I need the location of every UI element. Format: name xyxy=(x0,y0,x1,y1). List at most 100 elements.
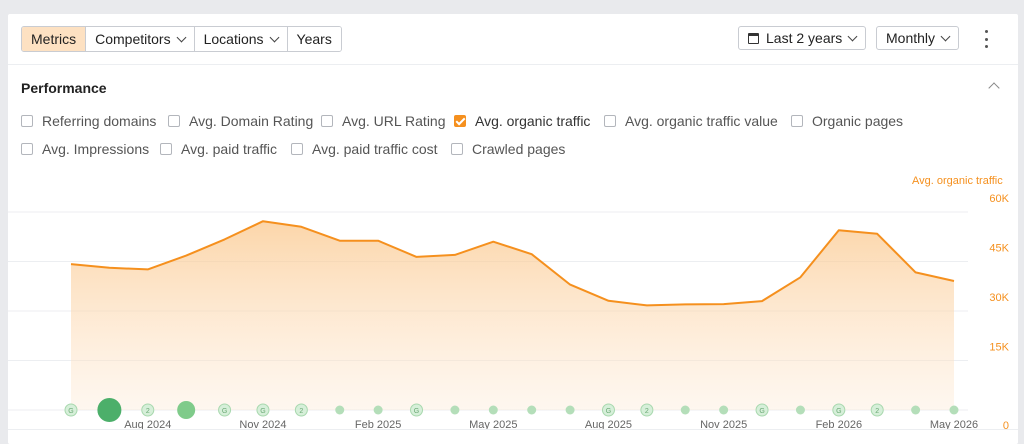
metric-label: Avg. Domain Rating xyxy=(189,113,314,129)
annotation-marker xyxy=(97,398,122,422)
y-tick-label: 0 xyxy=(1003,420,1009,429)
checkbox-icon[interactable] xyxy=(160,143,172,155)
checkbox-icon[interactable] xyxy=(791,115,803,127)
x-tick-label: Nov 2025 xyxy=(700,419,747,429)
checkbox-checked-icon[interactable] xyxy=(454,115,466,127)
metric-checkbox[interactable]: Organic pages xyxy=(791,113,903,129)
y-tick-label: 30K xyxy=(989,292,1009,304)
chevron-down-icon xyxy=(847,31,858,41)
series-axis-label: Avg. organic traffic xyxy=(912,175,1003,187)
metric-checkbox[interactable]: Crawled pages xyxy=(451,141,565,157)
checkbox-icon[interactable] xyxy=(168,115,180,127)
annotation-marker xyxy=(488,405,498,415)
x-tick-label: Feb 2025 xyxy=(355,419,401,429)
annotation-marker xyxy=(450,405,460,415)
annotation-marker xyxy=(218,403,232,417)
calendar-icon xyxy=(748,32,759,44)
annotation-marker-label: G xyxy=(606,408,611,415)
checkbox-icon[interactable] xyxy=(21,143,33,155)
metric-label: Avg. paid traffic xyxy=(181,141,277,157)
tab-metrics[interactable]: Metrics xyxy=(22,27,87,51)
overview-card: Metrics Competitors Locations Years Last… xyxy=(8,14,1018,444)
date-range-dropdown[interactable]: Last 2 years xyxy=(738,26,867,50)
annotation-marker xyxy=(177,401,196,419)
annotation-marker xyxy=(949,405,959,415)
series-area xyxy=(71,221,954,410)
annotation-marker xyxy=(335,405,345,415)
metric-label: Referring domains xyxy=(42,113,157,129)
metric-checkbox[interactable]: Avg. Impressions xyxy=(21,141,149,157)
annotation-marker xyxy=(640,403,654,417)
metric-checkbox[interactable]: Avg. paid traffic xyxy=(160,141,277,157)
x-tick-label: Aug 2025 xyxy=(585,419,632,429)
annotation-marker-label: G xyxy=(222,408,227,415)
date-range-label: Last 2 years xyxy=(766,30,843,46)
tab-label: Years xyxy=(296,31,332,47)
checkbox-icon[interactable] xyxy=(451,143,463,155)
view-tabs: Metrics Competitors Locations Years xyxy=(21,26,342,52)
annotation-marker xyxy=(373,405,383,415)
x-tick-label: May 2025 xyxy=(469,419,517,429)
annotation-marker xyxy=(832,403,846,417)
metric-checkbox[interactable]: Avg. paid traffic cost xyxy=(291,141,438,157)
annotation-marker-label: 2 xyxy=(299,408,303,415)
tab-locations[interactable]: Locations xyxy=(194,27,288,51)
metric-checkbox[interactable]: Avg. organic traffic xyxy=(454,113,590,129)
granularity-dropdown[interactable]: Monthly xyxy=(876,26,960,50)
tab-years[interactable]: Years xyxy=(287,27,341,51)
annotation-marker-label: G xyxy=(836,408,841,415)
series-line xyxy=(70,220,955,307)
tab-label: Locations xyxy=(203,31,264,47)
chevron-down-icon xyxy=(176,32,187,42)
checkbox-icon[interactable] xyxy=(291,143,303,155)
annotation-marker-label: G xyxy=(759,408,764,415)
annotation-marker xyxy=(527,405,537,415)
toolbar: Metrics Competitors Locations Years Last… xyxy=(8,14,1018,65)
annotation-marker-label: G xyxy=(68,408,73,415)
x-tick-label: May 2026 xyxy=(930,419,978,429)
metric-checkbox[interactable]: Avg. organic traffic value xyxy=(604,113,778,129)
checkbox-icon[interactable] xyxy=(321,115,333,127)
metric-checkbox[interactable]: Avg. URL Rating xyxy=(321,113,446,129)
metric-label: Avg. URL Rating xyxy=(342,113,446,129)
kebab-menu-icon[interactable] xyxy=(982,30,990,48)
y-tick-label: 60K xyxy=(989,193,1009,205)
annotation-marker xyxy=(565,405,575,415)
annotation-marker-label: 2 xyxy=(645,408,649,415)
y-tick-label: 45K xyxy=(989,243,1009,255)
annotation-marker xyxy=(680,405,690,415)
annotation-marker-label: 2 xyxy=(875,408,879,415)
x-tick-label: Nov 2024 xyxy=(239,419,286,429)
annotation-marker xyxy=(64,403,78,417)
tab-label: Metrics xyxy=(31,31,77,47)
metric-label: Crawled pages xyxy=(472,141,566,157)
x-tick-label: Feb 2026 xyxy=(816,419,862,429)
metric-label: Organic pages xyxy=(812,113,904,129)
annotation-marker xyxy=(755,403,769,417)
chevron-down-icon xyxy=(269,32,279,42)
annotation-marker xyxy=(719,405,729,415)
annotation-marker xyxy=(256,403,270,417)
section-title: Performance xyxy=(21,80,107,96)
x-tick-label: Aug 2024 xyxy=(124,419,171,429)
divider xyxy=(8,429,1018,430)
chevron-down-icon xyxy=(940,31,951,41)
metric-label: Avg. organic traffic xyxy=(475,113,591,129)
chevron-up-icon[interactable] xyxy=(988,82,1000,94)
y-tick-label: 15K xyxy=(989,342,1009,354)
annotation-marker-label: G xyxy=(260,408,265,415)
metric-label: Avg. paid traffic cost xyxy=(312,141,438,157)
tab-label: Competitors xyxy=(95,31,171,47)
annotation-marker xyxy=(601,403,615,417)
annotation-marker xyxy=(911,405,921,415)
checkbox-icon[interactable] xyxy=(604,115,616,127)
annotation-marker xyxy=(870,403,884,417)
tab-competitors[interactable]: Competitors xyxy=(86,27,195,51)
checkbox-icon[interactable] xyxy=(21,115,33,127)
metric-checkbox[interactable]: Avg. Domain Rating xyxy=(168,113,313,129)
annotation-marker xyxy=(410,403,424,417)
traffic-chart: 0 15K 30K 45K 60K Aug 2024 Nov 2024 Feb 2025 May… xyxy=(8,193,1010,429)
metric-label: Avg. Impressions xyxy=(42,141,150,157)
annotation-marker-label: 2 xyxy=(146,408,150,415)
metric-checkbox[interactable]: Referring domains xyxy=(21,113,156,129)
